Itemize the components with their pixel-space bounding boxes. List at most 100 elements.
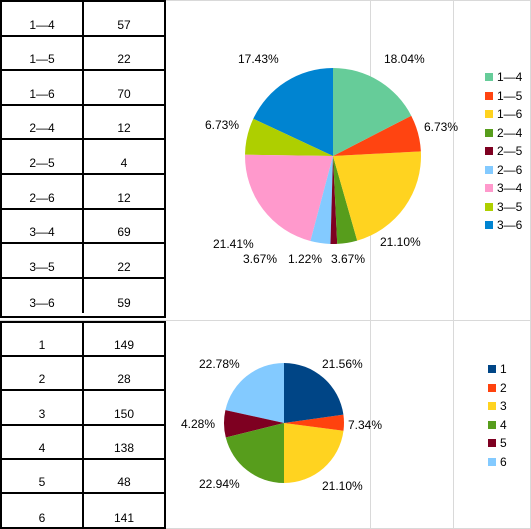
node-table-row: 6 141 [2,493,164,529]
edge-table-value: 12 [117,121,131,136]
legend-label: 3—6 [497,218,523,233]
node-pie-chart: 22.78% 4.28% 22.94% 21.10% 7.34% 21.56% 1 2 3 4 5… [0,320,531,529]
edge-table-row: 3—6 59 [2,278,164,314]
node-table: 1 149 2 28 3 150 4 138 5 48 6 141 [0,321,166,529]
node-table-label-cell[interactable]: 3 [2,391,84,424]
node-table-value-cell[interactable]: 48 [84,460,164,492]
legend-label: 1—5 [497,88,523,103]
node-table-label-cell[interactable]: 6 [2,493,84,529]
edge-table-value: 22 [117,259,131,274]
pie-percent-label: 4.28% [181,417,216,431]
edge-table-label-cell[interactable]: 1—4 [2,2,84,35]
node-table-value: 149 [113,338,135,353]
node-table-value-cell[interactable]: 28 [84,357,164,389]
node-table-label: 1 [38,338,46,353]
legend-swatch [488,457,496,466]
edge-table-value-cell[interactable]: 69 [84,210,164,243]
legend-item: 3—4 [485,179,522,198]
node-table-label-cell[interactable]: 2 [2,357,84,390]
node-table-value: 150 [113,406,135,421]
legend-item: 4 [488,416,507,435]
legend-swatch [485,202,493,211]
edge-table-row: 1—5 22 [2,36,164,72]
pie-slice-1—4 [333,68,412,156]
node-pie-svg [224,363,344,483]
edge-table-row: 1—6 70 [2,71,164,106]
legend-label: 1 [500,362,507,377]
edge-table-label-cell[interactable]: 2—4 [2,105,84,139]
edge-pie-svg [245,68,421,245]
node-table-value: 48 [117,474,131,489]
legend-item: 6 [488,453,507,472]
legend-swatch [488,402,496,411]
pie-slice-1 [284,363,344,423]
pie-percent-label: 6.73% [205,118,240,132]
edge-table-label-cell[interactable]: 2—5 [2,140,84,173]
node-table-label: 2 [38,372,46,387]
edge-table-label: 3—6 [29,296,55,311]
edge-table-value-cell[interactable]: 70 [84,71,164,104]
pie-percent-label: 18.04% [384,52,425,66]
legend-item: 2 [488,379,507,398]
pie-slice-3—4 [245,154,333,242]
legend-label: 3—5 [497,199,523,214]
node-table-value-cell[interactable]: 149 [84,323,164,355]
node-table-value-cell[interactable]: 141 [84,494,164,528]
pie-slice-4 [225,423,284,483]
edge-table-label-cell[interactable]: 1—5 [2,36,84,70]
edge-table-label-cell[interactable]: 1—6 [2,71,84,104]
pie-slice-6 [225,363,284,423]
pie-percent-label: 17.43% [238,52,279,66]
pie-percent-label: 21.56% [322,357,363,371]
edge-table-label: 1—4 [29,17,55,32]
legend-label: 2—6 [497,162,523,177]
pie-percent-label: 3.67% [331,252,366,266]
edge-table: 1—4 57 1—5 22 1—6 70 2—4 12 2—5 4 2—6 12 3—4 69 3—5 22 3… [0,0,166,318]
pie-percent-label: 22.78% [199,357,240,371]
pie-slice-2 [284,414,344,431]
legend-item: 1—4 [485,68,522,87]
legend-swatch [488,365,496,374]
legend-label: 2—4 [497,125,523,140]
legend-swatch [485,128,493,137]
legend-item: 1—6 [485,105,522,124]
legend-label: 5 [500,436,507,451]
edge-table-value-cell[interactable]: 12 [84,175,164,208]
pie-slice-3 [284,423,344,483]
edge-table-label: 1—6 [29,86,55,101]
edge-table-label: 3—5 [29,259,55,274]
node-table-row: 3 150 [2,391,164,426]
pie-percent-label: 22.94% [199,477,240,491]
pie-slice-5 [224,410,284,438]
legend-item: 2—4 [485,124,522,143]
node-table-value-cell[interactable]: 138 [84,426,164,458]
edge-table-value-cell[interactable]: 59 [84,279,164,314]
legend-swatch [485,110,493,119]
edge-table-value-cell[interactable]: 22 [84,244,164,277]
legend-label: 4 [500,417,507,432]
edge-table-value-cell[interactable]: 22 [84,37,164,70]
edge-table-value-cell[interactable]: 4 [84,140,164,173]
edge-table-label: 2—4 [29,121,55,136]
node-table-value: 141 [113,511,135,526]
edge-table-value-cell[interactable]: 12 [84,106,164,139]
edge-pie-legend: 1—4 1—5 1—6 2—4 2—5 2—6 3—4 3—5 3—6 [485,68,522,235]
node-table-label-cell[interactable]: 5 [2,459,84,492]
edge-table-label-cell[interactable]: 3—5 [2,244,84,277]
node-table-row: 5 48 [2,459,164,494]
node-table-label: 6 [38,511,46,526]
edge-table-value: 59 [117,296,131,311]
node-table-label-cell[interactable]: 4 [2,425,84,458]
legend-label: 1—4 [497,70,523,85]
edge-table-label-cell[interactable]: 3—4 [2,209,84,243]
pie-slice-2—5 [330,156,338,245]
edge-table-label-cell[interactable]: 2—6 [2,174,84,208]
node-table-label-cell[interactable]: 1 [2,323,84,356]
node-table-value-cell[interactable]: 150 [84,391,164,423]
edge-table-value-cell[interactable]: 57 [84,2,164,35]
node-table-row: 1 149 [2,323,164,358]
node-table-label: 3 [38,406,46,421]
edge-table-label-cell[interactable]: 3—6 [2,278,84,314]
edge-table-value: 69 [117,225,131,240]
legend-label: 3—4 [497,181,523,196]
